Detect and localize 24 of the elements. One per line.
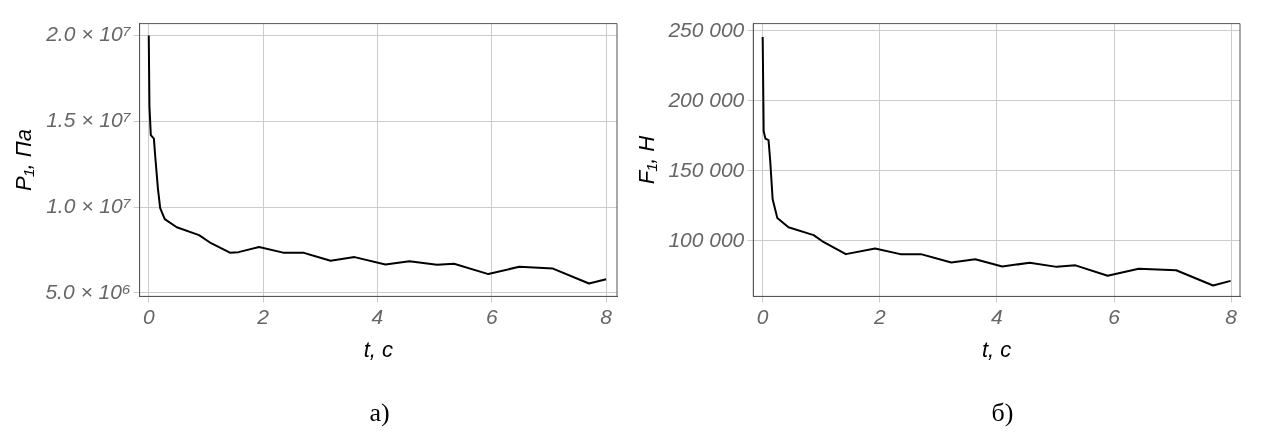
x-tick-label: 8 bbox=[600, 304, 613, 328]
y-tick-label: 200 000 bbox=[667, 87, 745, 111]
y-axis-title: P₁, Па bbox=[11, 128, 37, 192]
y-tick-label: 1.5 × 10⁷ bbox=[46, 108, 132, 132]
y-tick-label: 2.0 × 10⁷ bbox=[45, 22, 132, 46]
x-tick-label: 0 bbox=[142, 304, 155, 328]
y-tick-label: 250 000 bbox=[667, 17, 745, 41]
x-tick-label: 6 bbox=[485, 304, 498, 328]
text: б) bbox=[990, 398, 1015, 428]
y-tick-label: 150 000 bbox=[668, 157, 745, 181]
x-axis-title: t, c bbox=[981, 336, 1012, 362]
x-tick-label: 4 bbox=[991, 304, 1003, 328]
y-tick-label: 1.0 × 10⁷ bbox=[46, 194, 132, 218]
text: а) bbox=[368, 398, 391, 428]
x-tick-label: 4 bbox=[371, 304, 384, 328]
x-tick-label: 8 bbox=[1225, 304, 1238, 328]
x-tick-label: 2 bbox=[872, 304, 886, 328]
y-tick-label: 100 000 bbox=[668, 227, 745, 251]
y-tick-label: 5.0 × 10⁶ bbox=[45, 279, 131, 303]
y-axis-title: F₁, Н bbox=[634, 135, 660, 185]
x-tick-label: 2 bbox=[256, 304, 270, 328]
x-tick-label: 6 bbox=[1108, 304, 1121, 328]
x-tick-label: 0 bbox=[756, 304, 769, 328]
x-axis-title: t, c bbox=[363, 336, 393, 362]
